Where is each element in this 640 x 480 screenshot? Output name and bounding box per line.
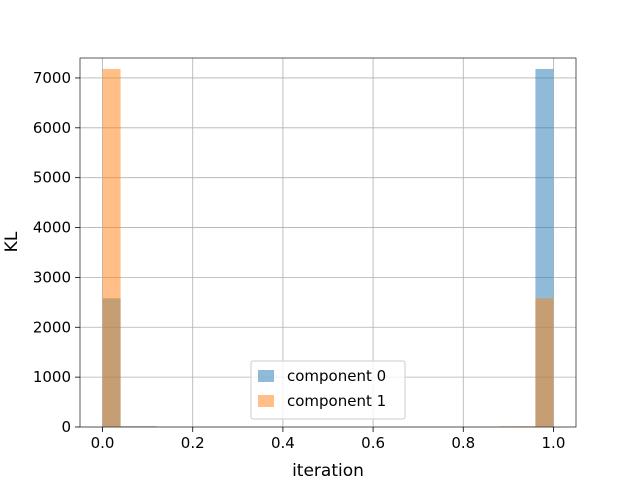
bar-series-1 xyxy=(102,68,121,427)
y-axis: 0 1000 2000 3000 4000 5000 6000 7000 xyxy=(33,69,80,436)
y-tick-label: 0 xyxy=(61,418,71,436)
y-tick-label: 5000 xyxy=(33,169,71,187)
plot-frame xyxy=(79,57,577,428)
y-tick-label: 3000 xyxy=(33,268,71,286)
y-tick-label: 6000 xyxy=(33,119,71,137)
y-tick-label: 4000 xyxy=(33,219,71,237)
bars xyxy=(102,68,554,427)
x-tick-label: 0.6 xyxy=(361,434,385,452)
x-tick-label: 0.8 xyxy=(451,434,475,452)
legend-box xyxy=(250,360,406,420)
y-tick-label: 7000 xyxy=(33,69,71,87)
legend-swatch xyxy=(258,395,274,407)
x-tick-label: 0.4 xyxy=(271,434,295,452)
legend-swatch xyxy=(258,370,274,382)
x-tick-label: 0.2 xyxy=(181,434,205,452)
x-tick-label: 0.0 xyxy=(91,434,115,452)
legend-label: component 0 xyxy=(287,367,386,385)
x-axis-label: iteration xyxy=(292,461,364,480)
bar-series-1 xyxy=(535,298,554,427)
y-tick-label: 2000 xyxy=(33,318,71,336)
x-tick-label: 1.0 xyxy=(542,434,566,452)
x-axis: 0.0 0.2 0.4 0.6 0.8 1.0 xyxy=(91,427,566,452)
legend: component 0 component 1 xyxy=(250,360,406,420)
legend-label: component 1 xyxy=(287,392,386,410)
y-tick-label: 1000 xyxy=(33,368,71,386)
y-axis-label: KL xyxy=(2,231,22,252)
